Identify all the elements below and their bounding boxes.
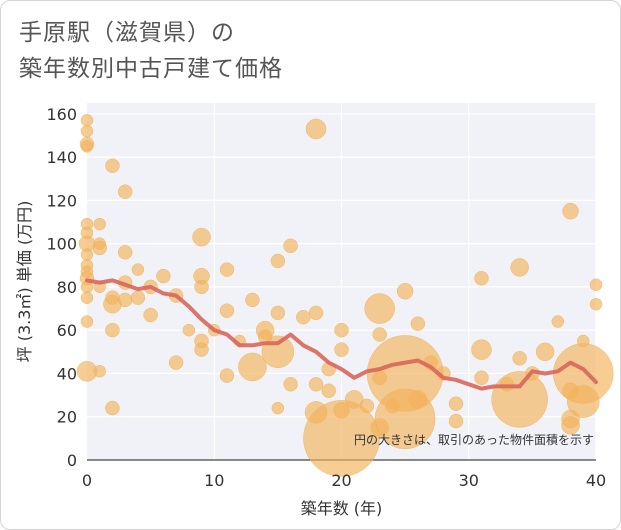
bubble-point — [219, 303, 235, 318]
bubble-point — [344, 390, 364, 409]
x-tick-labels: 0 10 20 30 40 — [82, 471, 606, 490]
bubble-point — [105, 400, 120, 416]
bubble-point — [80, 140, 94, 153]
bubble-point — [512, 351, 527, 366]
bubble-point — [303, 400, 380, 477]
bubble-point — [93, 217, 106, 231]
y-tick-label: 60 — [57, 321, 77, 340]
y-tick-label: 40 — [57, 364, 77, 383]
bubble-point — [117, 184, 133, 199]
bubble-point — [194, 342, 209, 357]
bubble-point — [271, 401, 285, 415]
bubble-point — [364, 293, 395, 324]
y-tick-labels: 0 20 40 60 80 100 120 140 160 — [46, 105, 77, 470]
bubble-point — [296, 309, 311, 325]
bubble-point — [80, 315, 94, 328]
x-tick-label: 30 — [459, 471, 479, 490]
x-tick-label: 40 — [586, 471, 606, 490]
bubble-point — [410, 316, 426, 331]
bubble-point — [219, 368, 235, 383]
bubble-point — [245, 292, 260, 308]
bubble-point — [80, 248, 94, 261]
bubble-point — [80, 114, 94, 127]
bubble-point — [535, 342, 555, 362]
bubble-point — [510, 258, 529, 277]
x-tick-label: 20 — [331, 471, 351, 490]
y-tick-label: 20 — [57, 408, 77, 427]
bubble-point — [448, 396, 464, 411]
x-axis-label: 築年数 (年) — [301, 499, 383, 518]
chart-title-line-1: 手原駅（滋賀県）の — [19, 20, 235, 46]
chart-title-line-2: 築年数別中古戸建て価格 — [19, 56, 283, 82]
bubble-point — [474, 370, 489, 386]
bubble-point — [182, 323, 196, 337]
trend-layer — [85, 278, 598, 391]
y-tick-label: 100 — [46, 235, 77, 254]
bubble-point — [130, 290, 146, 305]
bubble-point — [80, 124, 94, 138]
bubble-point — [156, 268, 171, 284]
bubble-point — [143, 307, 158, 323]
y-axis-label: 坪 (3.3㎡) 単価 (万円) — [15, 201, 34, 363]
bubble-point — [283, 238, 298, 254]
y-tick-label: 80 — [57, 278, 77, 297]
bubble-point — [408, 390, 428, 409]
bubble-point — [283, 377, 298, 392]
bubble-point — [92, 240, 107, 256]
bubble-point — [321, 383, 337, 399]
bubble-point — [334, 322, 349, 338]
bubble-point — [219, 262, 235, 277]
trend-line — [85, 278, 598, 391]
bubble-point — [396, 282, 414, 300]
bubble-point — [359, 398, 375, 414]
bubble-point — [471, 339, 492, 360]
y-tick-label: 140 — [46, 148, 77, 167]
bubble-point — [334, 342, 349, 357]
bubble-point — [270, 305, 286, 321]
bubble-point — [567, 385, 600, 418]
bubble-point — [308, 377, 324, 392]
bubble-point — [305, 118, 327, 140]
x-tick-label: 0 — [82, 471, 92, 490]
bubble-point — [589, 278, 603, 291]
bubble-point — [270, 253, 286, 269]
bubble-point — [105, 322, 120, 338]
bubble-point — [168, 355, 184, 370]
bubble-point — [308, 305, 324, 321]
bubble-point — [551, 315, 565, 328]
bubble-size-note: 円の大きさは、取引のあった物件面積を示す — [354, 432, 594, 447]
bubble-point — [194, 279, 209, 295]
bubble-point — [105, 158, 120, 173]
y-tick-label: 160 — [46, 105, 77, 124]
bubble-point — [372, 327, 387, 342]
bubble-point — [491, 371, 548, 428]
bubble-point — [93, 365, 106, 378]
bubble-point — [131, 263, 145, 276]
x-tick-label: 10 — [204, 471, 224, 490]
y-tick-label: 120 — [46, 191, 77, 210]
y-tick-label: 0 — [67, 451, 77, 470]
bubble-point — [589, 297, 603, 311]
bubble-point — [474, 271, 489, 286]
chart-title: 手原駅（滋賀県）の 築年数別中古戸建て価格 — [19, 15, 283, 87]
bubble-point — [448, 413, 464, 429]
bubble-point — [238, 352, 267, 382]
bubble-point — [261, 335, 295, 369]
bubble-point — [192, 227, 211, 247]
bubble-point — [561, 416, 580, 435]
bubble-point — [562, 202, 579, 220]
bubble-point — [80, 291, 94, 304]
bubble-point — [117, 245, 133, 260]
bubble-point — [117, 292, 133, 308]
